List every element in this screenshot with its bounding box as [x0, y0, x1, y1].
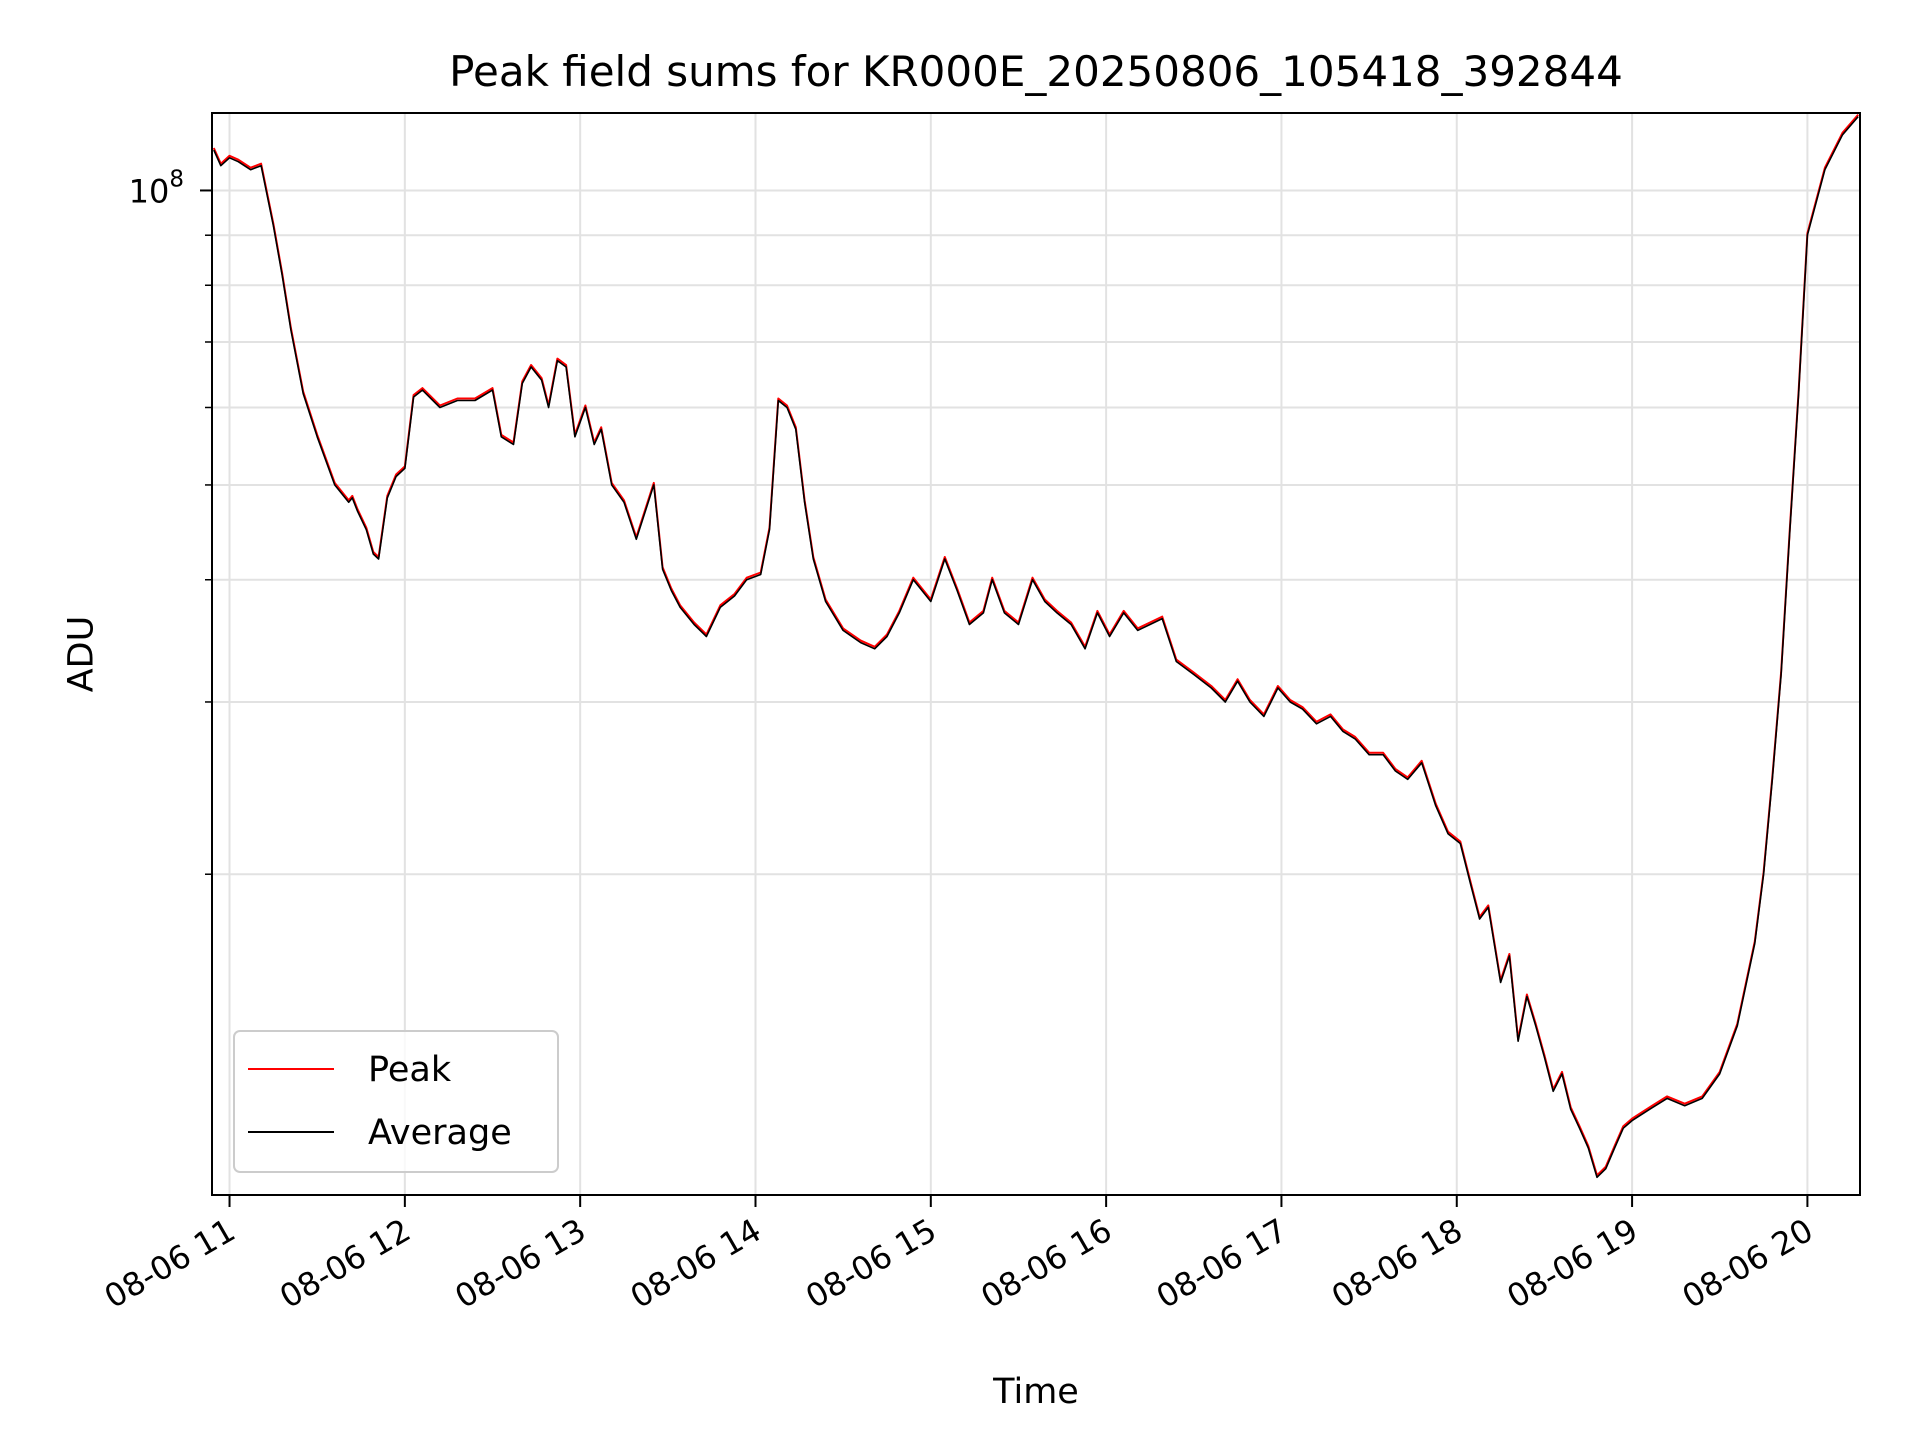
series-lines — [212, 113, 1859, 1179]
legend-label-average: Average — [368, 1113, 512, 1153]
series-line-average — [213, 116, 1859, 1179]
grid-lines — [212, 113, 1860, 1195]
y-tick-label: 108 — [129, 166, 184, 210]
chart-title: Peak field sums for KR000E_20250806_1054… — [449, 47, 1623, 96]
legend-box — [233, 1030, 559, 1173]
plot-frame — [211, 112, 1861, 1196]
y-axis-label: ADU — [61, 616, 101, 693]
x-axis-label: Time — [992, 1372, 1079, 1412]
legend-label-peak: Peak — [368, 1050, 452, 1090]
legend: Peak Average — [233, 1030, 559, 1173]
